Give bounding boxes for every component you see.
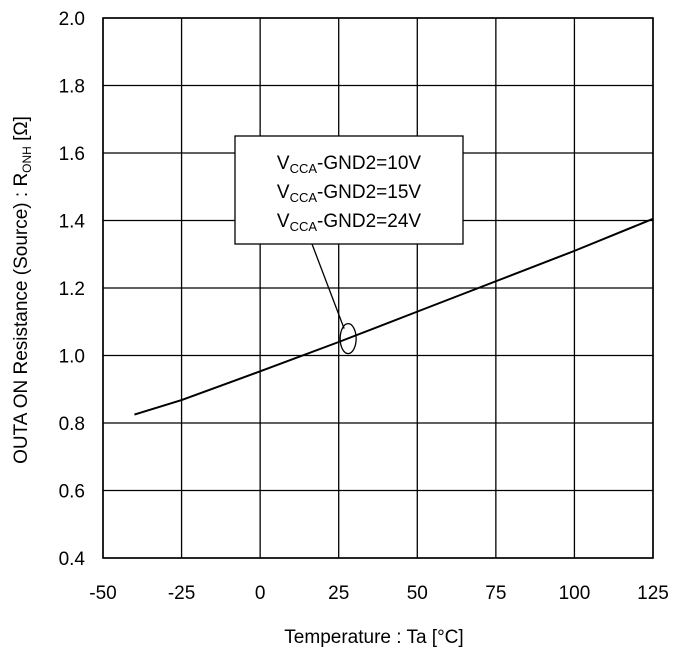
annotation-text-post: -GND2=15V bbox=[317, 182, 421, 203]
x-tick-label: 100 bbox=[559, 583, 591, 604]
y-axis-label-unit: [Ω] bbox=[11, 116, 32, 146]
annotation-text-sub: CCA bbox=[290, 190, 318, 205]
annotation-text-post: -GND2=24V bbox=[317, 211, 421, 232]
plot-frame bbox=[102, 17, 654, 559]
annotation-line: VCCA-GND2=15V bbox=[277, 182, 421, 205]
series-line bbox=[134, 217, 654, 416]
x-tick-label: -25 bbox=[168, 583, 195, 604]
x-tick-labels: -50 -25 0 25 50 75 100 125 bbox=[89, 583, 669, 604]
annotation-text-post: -GND2=10V bbox=[317, 153, 421, 174]
x-tick-label: 125 bbox=[637, 583, 669, 604]
y-tick-label: 2.0 bbox=[59, 9, 85, 30]
y-tick-label: 1.4 bbox=[59, 212, 86, 233]
series-group bbox=[134, 217, 654, 416]
y-axis-label: OUTA ON Resistance (Source) : RONH [Ω] bbox=[11, 116, 34, 464]
annotation-text-pre: V bbox=[277, 153, 290, 174]
y-tick-label: 0.4 bbox=[59, 549, 86, 570]
annotation-text-pre: V bbox=[277, 211, 290, 232]
x-axis-label: Temperature : Ta [°C] bbox=[284, 627, 463, 648]
annotation-box bbox=[234, 135, 464, 245]
plot-border bbox=[102, 17, 654, 559]
grid-lines bbox=[102, 17, 654, 559]
x-tick-label: -50 bbox=[89, 583, 116, 604]
x-tick-label: 50 bbox=[407, 583, 428, 604]
y-tick-label: 1.2 bbox=[59, 279, 85, 300]
annotation-ellipse bbox=[339, 322, 357, 355]
annotation-text-sub: CCA bbox=[290, 161, 318, 176]
y-tick-label: 0.8 bbox=[59, 414, 85, 435]
annotation-text-sub: CCA bbox=[290, 219, 318, 234]
x-tick-label: 25 bbox=[328, 583, 349, 604]
y-tick-label: 0.6 bbox=[59, 482, 85, 503]
y-tick-labels: 0.4 0.6 0.8 1.0 1.2 1.4 1.6 1.8 2.0 bbox=[59, 9, 86, 570]
annotation-leader-line bbox=[311, 243, 345, 329]
annotation-line: VCCA-GND2=10V bbox=[277, 153, 421, 176]
y-axis-label-sub: ONH bbox=[20, 146, 34, 173]
y-tick-label: 1.8 bbox=[59, 77, 85, 98]
annotation-line: VCCA-GND2=24V bbox=[277, 211, 421, 234]
y-tick-label: 1.0 bbox=[59, 347, 85, 368]
annotation-text-pre: V bbox=[277, 182, 290, 203]
x-tick-label: 75 bbox=[485, 583, 506, 604]
y-tick-label: 1.6 bbox=[59, 144, 85, 165]
y-axis-label-main: OUTA ON Resistance (Source) : R bbox=[11, 173, 32, 464]
x-tick-label: 0 bbox=[255, 583, 266, 604]
